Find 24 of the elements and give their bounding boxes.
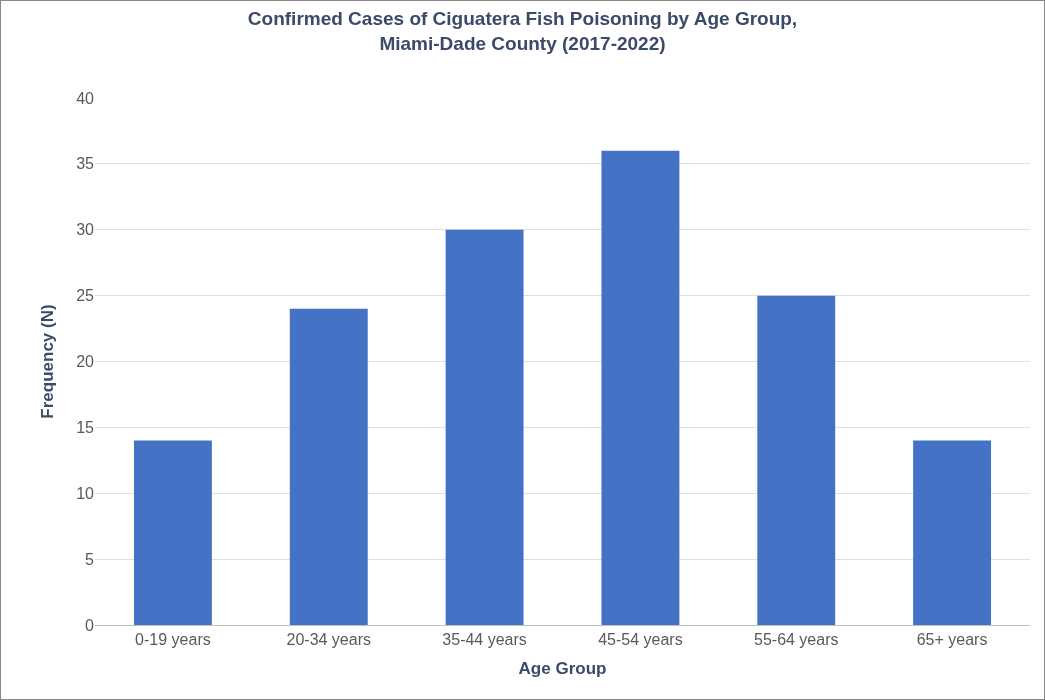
x-tick-label: 35-44 years <box>442 631 527 649</box>
bar <box>601 150 680 625</box>
y-tick-label: 10 <box>76 484 95 502</box>
bar <box>913 440 992 625</box>
x-axis-title: Age Group <box>518 658 607 678</box>
y-tick-label: 0 <box>85 616 95 634</box>
y-tick-label: 25 <box>76 287 95 305</box>
y-tick-label: 30 <box>76 221 95 239</box>
bar <box>445 229 524 625</box>
y-tick-label: 20 <box>76 353 95 371</box>
y-tick-label: 5 <box>85 550 95 568</box>
bar <box>289 308 368 625</box>
x-tick-label: 0-19 years <box>135 631 211 649</box>
bar <box>757 295 836 625</box>
x-tick-label: 20-34 years <box>286 631 371 649</box>
x-tick-label: 55-64 years <box>754 631 839 649</box>
y-tick-label: 40 <box>76 89 95 107</box>
y-axis-title: Frequency (N) <box>37 304 57 419</box>
y-tick-label: 35 <box>76 155 95 173</box>
x-tick-label: 45-54 years <box>598 631 683 649</box>
bar <box>133 440 212 625</box>
y-tick-label: 15 <box>76 418 95 436</box>
x-tick-label: 65+ years <box>916 631 988 649</box>
chart-title: Confirmed Cases of Ciguatera Fish Poisoning by Age Group, Miami-Dade County (2017-2022) <box>247 8 798 55</box>
